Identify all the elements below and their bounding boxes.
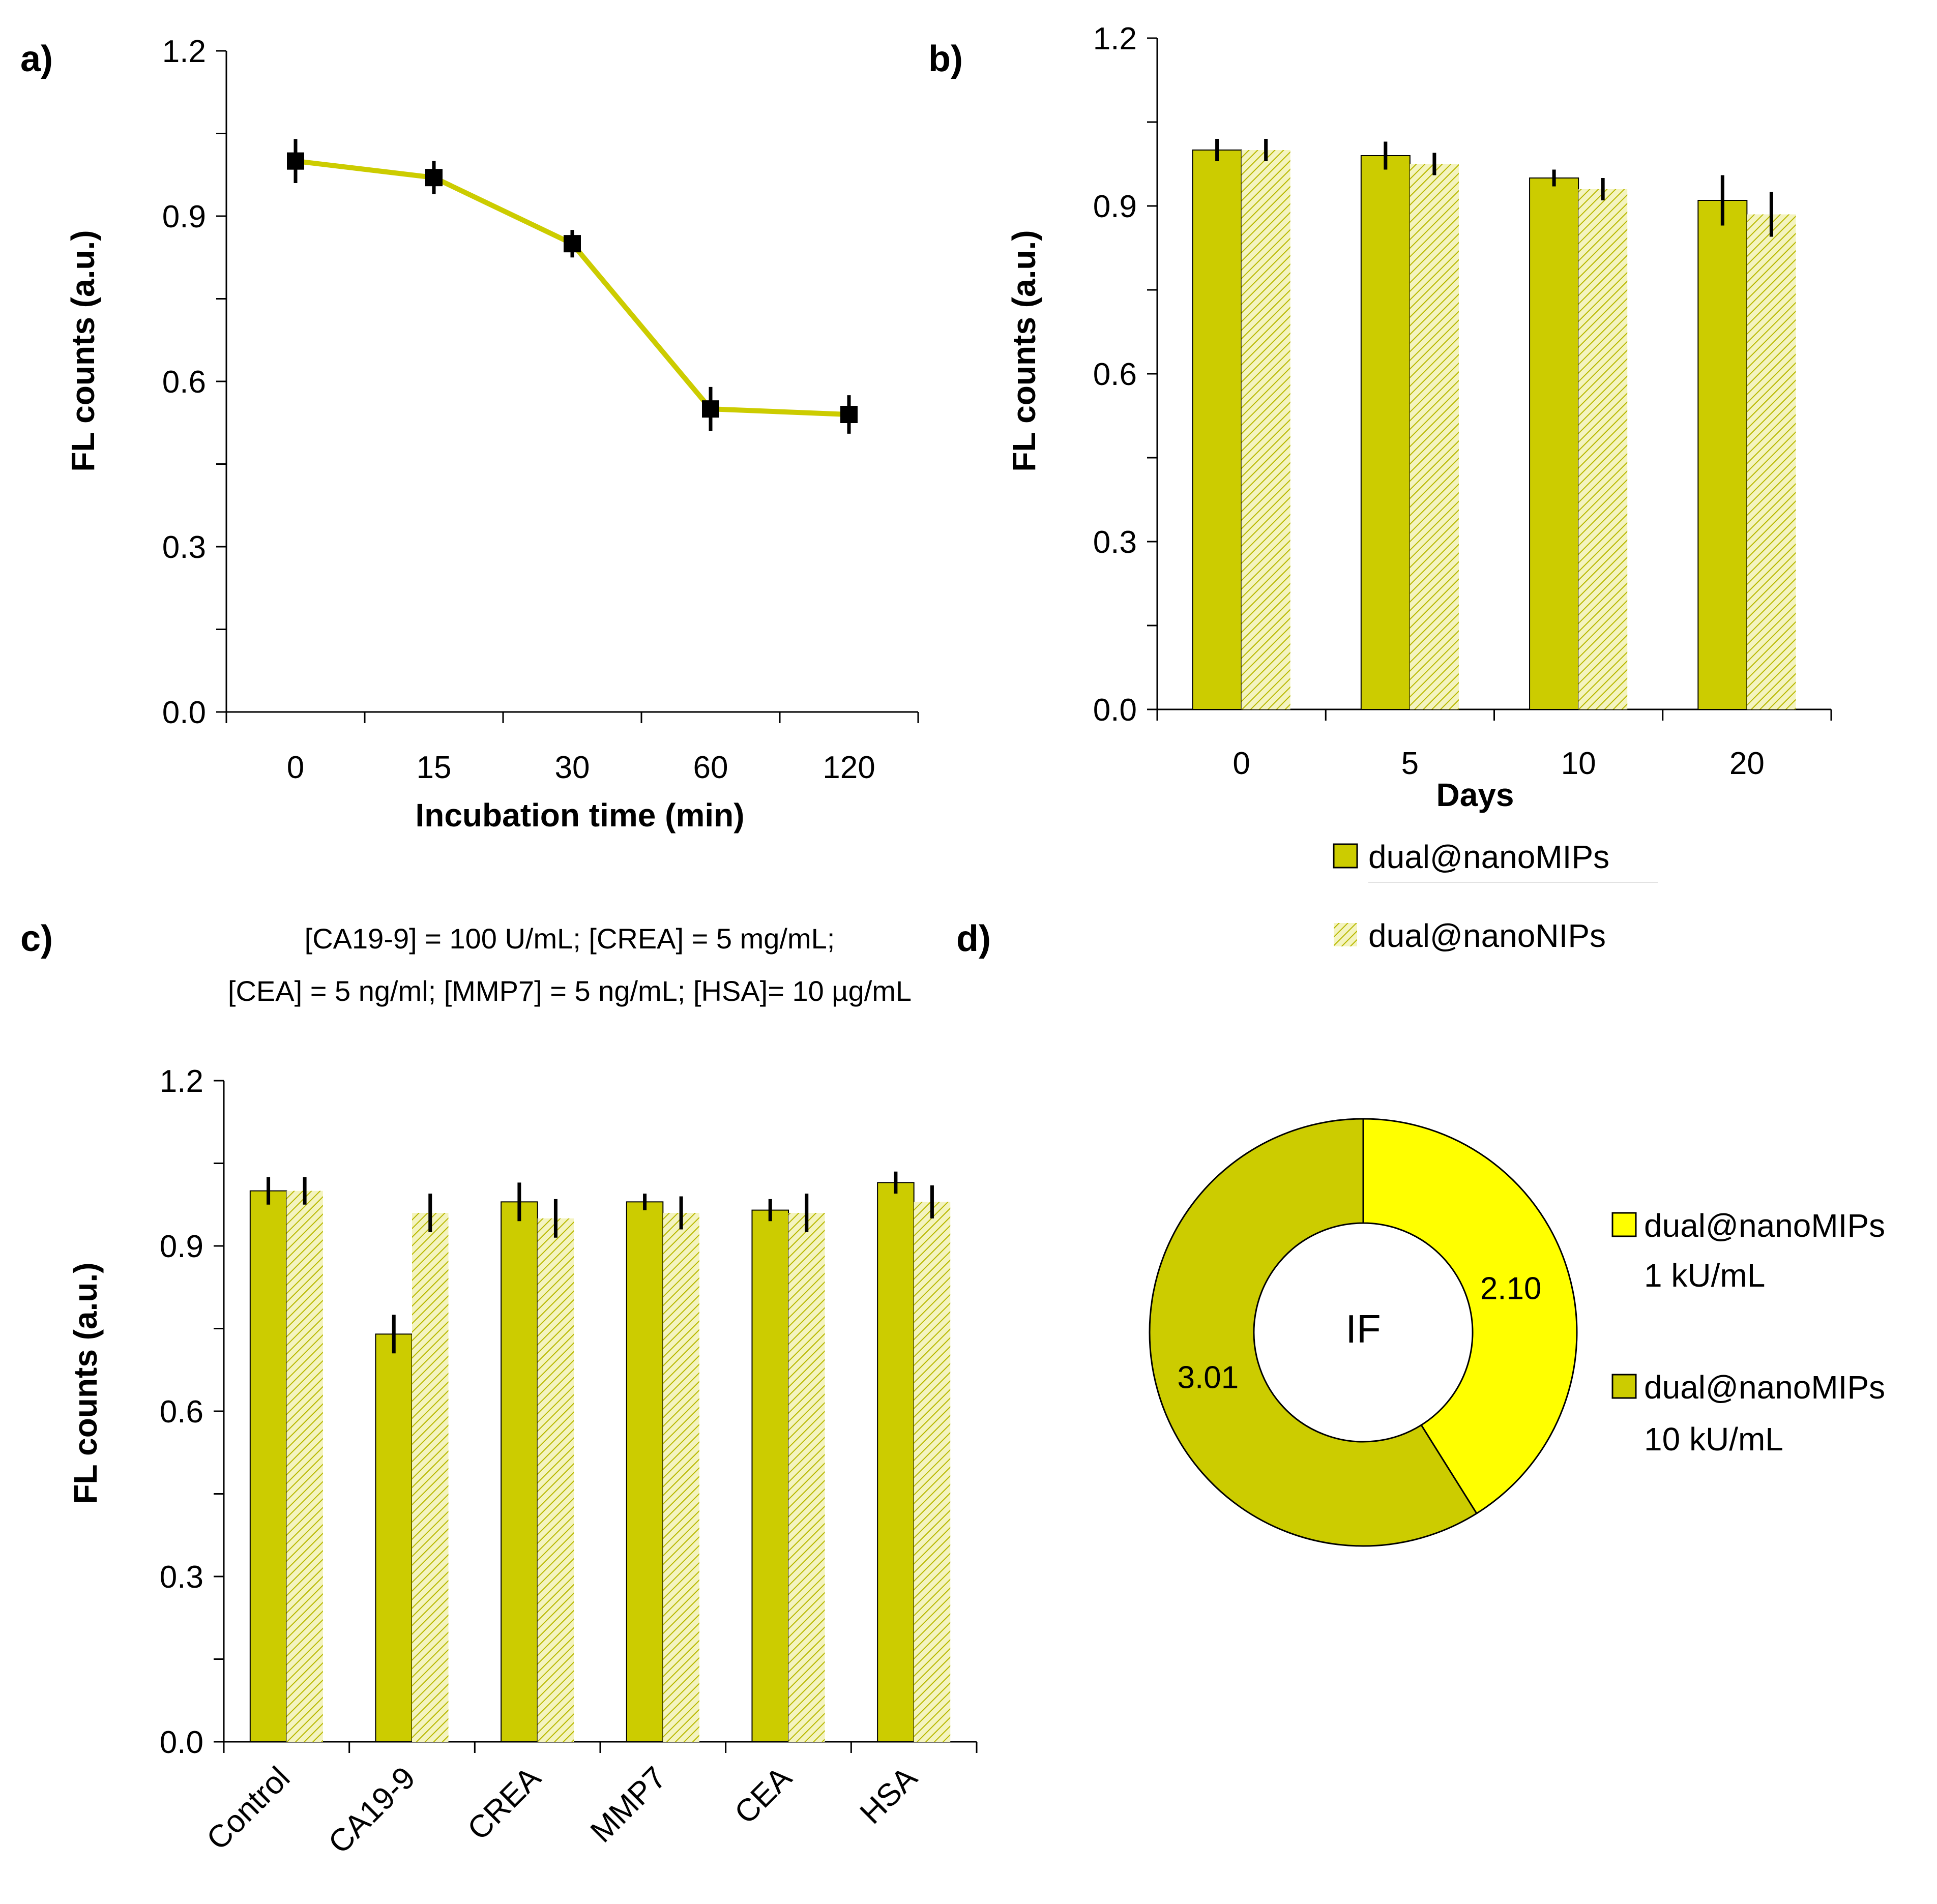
panel-a-axes: 0.0 0.3 0.6 0.9 1.2 [162,34,919,730]
panel-c-x-tick-label: CEA [728,1760,799,1831]
panel-c-y-tick-label: 1.2 [160,1064,203,1099]
panel-b-plot-area: 0 5 10 20 [1192,139,1796,781]
panel-a-data-point [425,169,443,187]
panel-c-y-tick-label: 0.9 [160,1229,203,1264]
panel-b-y-tick-label: 0.0 [1093,693,1137,728]
donut-slice-10ku [1149,1118,1478,1547]
legend-label-10ku-line2: 10 kU/mL [1644,1421,1783,1457]
panel-c-y-axis-title: FL counts (a.u.) [67,1262,104,1504]
panel-c-bar-nips [286,1191,323,1742]
panel-c-y-tick-label: 0.6 [160,1394,203,1430]
panel-b-bar-nips [1241,150,1290,709]
donut-value-label: 3.01 [1178,1360,1239,1395]
panel-d-plot-area: 2.10 3.01 [1149,1118,1578,1547]
panel-c-axes: 0.0 0.3 0.6 0.9 1.2 [160,1064,978,1760]
panel-c-bar-mips [249,1190,287,1743]
panel-c-x-tick-label: Control [200,1760,297,1857]
panel-c-y-tick-label: 0.0 [160,1725,203,1760]
panel-b-bar-mips [1697,200,1748,710]
panel-c-bar-nips [663,1213,699,1742]
panel-a-x-tick-label: 30 [555,750,590,785]
panel-b-x-tick-label: 20 [1729,746,1765,781]
panel-a-y-tick-label: 0.3 [162,530,206,565]
panel-b-bar-chart: b) FL counts (a.u.) Days 0.0 0.3 0.6 0.9 1.2… [928,21,1832,954]
panel-b-x-tick-label: 5 [1401,746,1419,781]
legend-swatch-nips [1334,923,1357,946]
panel-b-label: b) [928,39,963,79]
donut-slice-1ku [1362,1118,1578,1515]
panel-b-x-tick-label: 10 [1561,746,1596,781]
panel-b-bar-mips [1192,150,1242,710]
panel-c-bar-mips [375,1333,413,1742]
panel-a-data-point [702,400,719,418]
panel-c-x-tick-label: CA19-9 [321,1760,422,1860]
panel-b-x-tick-label: 0 [1232,746,1250,781]
panel-c-bar-nips [537,1218,574,1742]
panel-c-bar-nips [914,1202,951,1742]
panel-b-bar-nips [1578,189,1628,709]
panel-a-line-chart: a) FL counts (a.u.) Incubation time (min… [20,34,919,834]
panel-a-plot-area: 0 15 30 60 120 [287,139,875,785]
panel-a-x-tick-label: 60 [693,750,728,785]
legend-swatch-10ku [1611,1374,1637,1399]
panel-a-x-tick-label: 0 [287,750,304,785]
legend-swatch-mips [1333,843,1358,869]
legend-label-nips: dual@nanoNIPs [1368,917,1606,954]
legend-label-1ku-line1: dual@nanoMIPs [1644,1207,1885,1244]
panel-d-legend: dual@nanoMIPs 1 kU/mL dual@nanoMIPs 10 k… [1611,1207,1885,1457]
panel-c-bar-mips [626,1201,664,1742]
panel-b-bar-mips [1360,155,1411,710]
panel-a-y-tick-label: 0.0 [162,695,206,730]
panel-c-bar-mips [501,1201,538,1742]
panel-b-bar-nips [1747,214,1796,709]
panel-a-x-axis-title: Incubation time (min) [415,797,744,834]
panel-b-x-axis-title: Days [1436,777,1514,813]
panel-a-x-tick-label: 120 [823,750,875,785]
panel-c-x-tick-label: HSA [854,1760,924,1831]
panel-c-bar-nips [788,1213,825,1742]
donut-value-label: 2.10 [1480,1271,1542,1306]
panel-b-bar-mips [1529,177,1579,710]
panel-a-y-tick-label: 1.2 [162,34,206,69]
panel-a-y-tick-label: 0.6 [162,365,206,400]
panel-c-y-tick-label: 0.3 [160,1560,203,1595]
panel-a-y-axis-title: FL counts (a.u.) [65,230,101,471]
panel-b-y-tick-label: 0.9 [1093,189,1137,224]
panel-c-bar-mips [751,1209,789,1742]
panel-c-bar-chart: c) [CA19-9] = 100 U/mL; [CREA] = 5 mg/mL… [20,918,978,1861]
panel-b-y-tick-label: 1.2 [1093,21,1137,56]
panel-b-bar-nips [1410,164,1459,709]
panel-c-bar-nips [412,1213,449,1742]
panel-c-annotation-line2: [CEA] = 5 ng/ml; [MMP7] = 5 ng/mL; [HSA]… [228,975,912,1007]
panel-b-y-tick-label: 0.6 [1093,357,1137,392]
panel-c-annotation-line1: [CA19-9] = 100 U/mL; [CREA] = 5 mg/mL; [305,923,835,955]
panel-b-y-axis-title: FL counts (a.u.) [1006,230,1042,471]
panel-c-x-tick-label: CREA [461,1760,548,1847]
donut-center-label: IF [1345,1306,1381,1351]
panel-b-legend: dual@nanoMIPs dual@nanoNIPs [1333,839,1658,954]
panel-d-donut-chart: d) 2.10 3.01 IF dual@nanoMIPs 1 kU/mL dua… [956,918,1885,1547]
panel-a-data-point [287,152,304,170]
panel-c-plot-area: Control CA19-9 CREA MMP7 CEA HSA [200,1171,951,1861]
legend-label-10ku-line1: dual@nanoMIPs [1644,1369,1885,1406]
panel-d-label: d) [956,918,991,959]
panel-a-y-tick-label: 0.9 [162,199,206,234]
panel-a-data-point [840,406,858,423]
panel-a-data-point [564,235,581,253]
legend-label-mips: dual@nanoMIPs [1368,839,1609,875]
panel-a-series-line [295,158,849,417]
panel-b-y-tick-label: 0.3 [1093,525,1137,560]
panel-a-label: a) [20,39,53,79]
legend-swatch-1ku [1611,1212,1637,1237]
panel-a-x-tick-label: 15 [417,750,452,785]
panel-c-x-tick-label: MMP7 [584,1760,673,1849]
panel-c-bar-mips [877,1182,915,1743]
legend-label-1ku-line2: 1 kU/mL [1644,1257,1765,1294]
panel-c-label: c) [20,918,53,959]
